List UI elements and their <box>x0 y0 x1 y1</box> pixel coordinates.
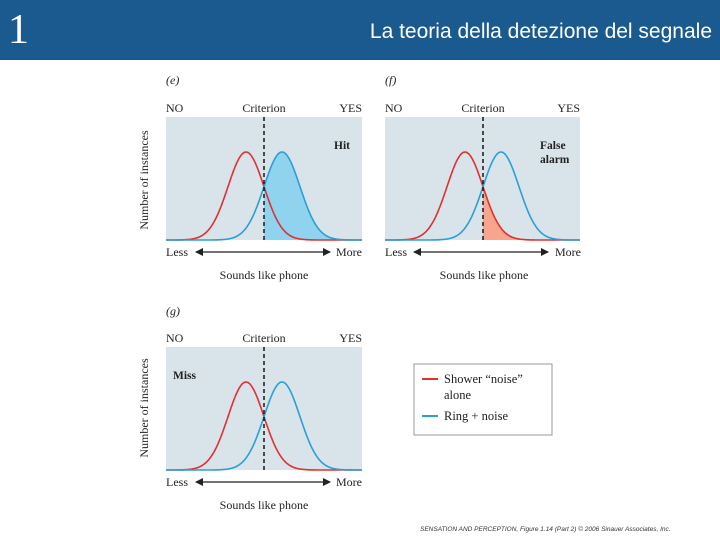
hit-area <box>264 152 362 240</box>
criterion-label: Criterion <box>242 101 285 115</box>
plot-area <box>385 117 580 240</box>
legend-box <box>413 363 553 436</box>
plot-area <box>166 347 362 470</box>
no-label: NO <box>166 331 184 345</box>
noise-curve <box>385 151 580 241</box>
panel-letter: (f) <box>385 73 396 87</box>
x-axis-label: Sounds like phone <box>220 498 309 512</box>
panel-letter: (e) <box>166 73 179 87</box>
panel-letter: (g) <box>166 304 180 318</box>
slide-title: La teoria della detezione del segnale <box>369 20 712 43</box>
x-axis-label: Sounds like phone <box>440 268 529 282</box>
criterion-label: Criterion <box>242 331 285 345</box>
less-label: Less <box>166 475 188 489</box>
yes-label: YES <box>557 101 580 115</box>
no-label: NO <box>166 101 184 115</box>
false-alarm-area <box>483 186 580 240</box>
signal-curve <box>166 381 362 471</box>
more-label: More <box>336 475 362 489</box>
signal-curve <box>166 151 362 241</box>
legend-signal-label: Ring + noise <box>444 409 508 423</box>
more-label: More <box>336 245 362 259</box>
panel-e: (e) NO Criterion YES Hit Number of insta… <box>137 73 362 282</box>
figure-credit: SENSATION AND PERCEPTION, Figure 1.14 (P… <box>420 526 671 533</box>
outcome-label: alarm <box>540 154 570 166</box>
y-axis-label: Number of instances <box>137 358 151 458</box>
yes-label: YES <box>339 331 362 345</box>
slide-header: 1 La teoria della detezione del segnale <box>0 0 720 60</box>
legend: Shower “noise” alone Ring + noise <box>413 363 553 436</box>
x-axis-label: Sounds like phone <box>220 268 309 282</box>
outcome-label: False <box>540 140 566 152</box>
y-axis-label: Number of instances <box>137 130 151 230</box>
panel-g: (g) NO Criterion YES Miss Number of inst… <box>137 304 362 512</box>
legend-noise-label: alone <box>444 388 472 402</box>
yes-label: YES <box>339 101 362 115</box>
outcome-label: Miss <box>173 370 197 382</box>
criterion-label: Criterion <box>461 101 504 115</box>
panel-f: (f) NO Criterion YES False alarm Less Mo… <box>385 73 581 282</box>
less-label: Less <box>166 245 188 259</box>
more-label: More <box>555 245 581 259</box>
no-label: NO <box>385 101 403 115</box>
less-label: Less <box>385 245 407 259</box>
outcome-label: Hit <box>334 140 350 152</box>
legend-noise-label: Shower “noise” <box>444 372 523 386</box>
slide-number: 1 <box>8 7 29 53</box>
